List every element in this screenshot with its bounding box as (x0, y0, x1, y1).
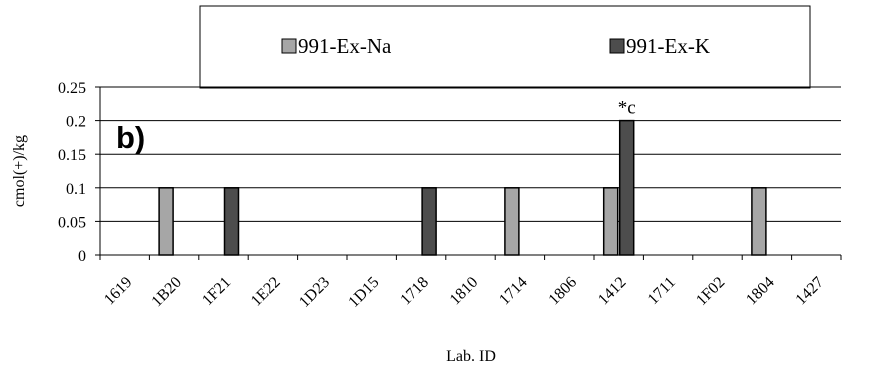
x-tick-label: 1E22 (248, 274, 284, 310)
y-tick-label: 0 (78, 248, 86, 265)
legend-box (199, 5, 811, 89)
y-tick-label: 0.05 (58, 214, 86, 231)
legend-entry-k: 991-Ex-K (609, 34, 710, 58)
x-tick-label: 1718 (397, 274, 432, 309)
bar-na-1B20 (158, 187, 174, 256)
y-tick-label: 0.2 (66, 114, 86, 131)
x-tick-label: 1D15 (345, 274, 382, 311)
bar-k-1412 (618, 119, 635, 256)
x-tick-label: 1806 (545, 274, 580, 309)
y-axis-title: cmol(+)/kg (11, 135, 28, 207)
bar-na-1412 (602, 187, 619, 256)
x-axis-title: Lab. ID (446, 348, 496, 365)
legend-label-na: 991-Ex-Na (298, 34, 392, 58)
bar-annotation: *c (618, 98, 636, 119)
x-tick-label: 1714 (496, 274, 531, 309)
bar-k-1F21 (223, 187, 240, 256)
x-tick-label: 1D23 (296, 274, 333, 311)
panel-label: b) (116, 120, 145, 155)
x-tick-label: 1804 (743, 274, 778, 309)
grid-layer (100, 86, 841, 222)
y-tick-label: 0.25 (58, 80, 86, 97)
bar-layer (158, 119, 767, 256)
x-tick-label: 1810 (447, 274, 482, 309)
x-tick-label: 1F02 (693, 274, 728, 309)
x-tick-label: 1412 (595, 274, 630, 309)
legend-entry-na: 991-Ex-Na (281, 34, 392, 58)
x-tick-label: 1619 (101, 274, 136, 309)
x-tick-label: 1711 (645, 274, 679, 308)
x-tick-label: 1427 (792, 274, 827, 309)
x-tick-label: 1B20 (148, 274, 185, 311)
bar-na-1804 (751, 187, 767, 256)
legend-swatch-k (609, 38, 625, 54)
bar-na-1714 (504, 187, 520, 256)
axis-layer: *c 0 0.05 0.1 0.15 0.2 0.25 1619 1B20 1F21 1E22 1D2… (58, 80, 842, 311)
bar-k-1718 (421, 187, 437, 256)
y-tick-label: 0.15 (58, 147, 86, 164)
x-tick-label: 1F21 (199, 274, 234, 309)
legend-swatch-na (281, 38, 297, 54)
legend-label-k: 991-Ex-K (626, 34, 710, 58)
y-tick-label: 0.1 (66, 181, 86, 198)
